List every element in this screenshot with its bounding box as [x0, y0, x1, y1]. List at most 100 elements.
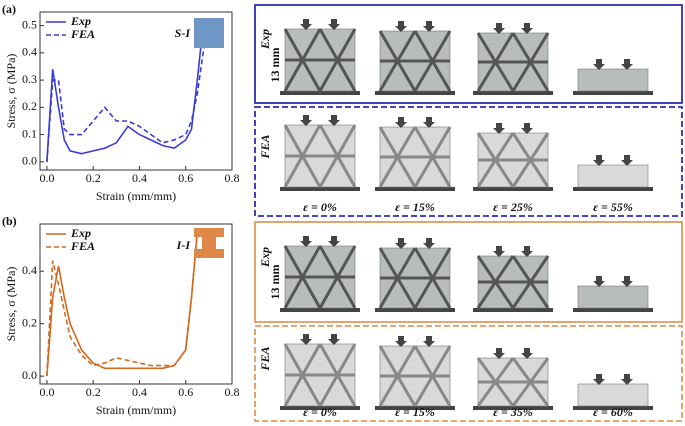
load-arrow	[521, 123, 533, 134]
load-arrow	[423, 21, 435, 32]
row-label: FEA	[258, 134, 272, 159]
strain-label: ε = 25%	[493, 200, 533, 214]
specimen-image	[476, 132, 550, 188]
series-line	[46, 25, 204, 162]
ground	[573, 308, 653, 312]
load-arrow	[300, 334, 312, 345]
scale-label: 13 mm	[268, 265, 282, 300]
specimen-image	[283, 245, 357, 309]
specimen	[577, 164, 649, 188]
lattice	[378, 345, 452, 407]
lattice	[283, 28, 357, 92]
fea-frame	[254, 106, 683, 217]
specimen	[577, 68, 649, 92]
load-arrow	[493, 348, 505, 359]
legend-label: FEA	[70, 239, 95, 253]
specimen-image	[476, 255, 550, 309]
load-arrow	[395, 21, 407, 32]
x-tick-label: 0.0	[39, 171, 54, 185]
load-arrow	[493, 23, 505, 34]
strain-label: ε = 60%	[593, 405, 633, 419]
inset-label: I-I	[176, 238, 192, 252]
load-arrow	[423, 238, 435, 249]
specimen	[577, 285, 649, 309]
specimen-image	[577, 383, 649, 407]
series-line	[46, 231, 199, 377]
lattice	[378, 126, 452, 188]
specimen-image	[577, 285, 649, 309]
x-axis-label: Strain (mm/mm)	[96, 403, 176, 417]
y-tick-label: 0.2	[22, 315, 37, 329]
ground	[375, 308, 455, 312]
specimen-image	[476, 32, 550, 92]
y-tick-label: 0.1	[22, 126, 37, 140]
specimen-image	[283, 124, 357, 188]
panel-label: (b)	[2, 214, 17, 228]
x-axis-label: Strain (mm/mm)	[96, 189, 176, 203]
x-tick-label: 0.8	[225, 385, 240, 399]
specimen-image	[378, 247, 452, 309]
specimen-image	[283, 28, 357, 92]
y-tick-label: 0.4	[22, 45, 37, 59]
lattice	[283, 124, 357, 188]
series-line	[46, 25, 210, 162]
load-arrow	[300, 19, 312, 30]
load-arrow	[521, 348, 533, 359]
y-tick-label: 0.5	[22, 17, 37, 31]
plot-frame	[39, 223, 233, 385]
ground	[280, 187, 360, 191]
y-tick-label: 0.0	[22, 368, 37, 382]
x-tick-label: 0.4	[132, 171, 147, 185]
strain-label: ε = 35%	[493, 405, 533, 419]
strain-label: ε = 0%	[303, 200, 337, 214]
y-tick-label: 0.3	[22, 72, 37, 86]
y-axis-label: Stress, σ (MPa)	[4, 54, 18, 129]
x-tick-label: 0.0	[39, 385, 54, 399]
load-arrow	[593, 276, 605, 287]
ground	[573, 187, 653, 191]
load-arrow	[423, 336, 435, 347]
ground	[280, 308, 360, 312]
load-arrow	[328, 115, 340, 126]
specimen-image	[378, 345, 452, 407]
load-arrow	[521, 23, 533, 34]
specimen-image	[476, 357, 550, 407]
strain-label: ε = 55%	[593, 200, 633, 214]
y-tick-label: 0.4	[22, 263, 37, 277]
ground	[375, 91, 455, 95]
y-tick-label: 0.2	[22, 99, 37, 113]
legend-label: Exp	[70, 14, 91, 28]
row-label: Exp	[258, 29, 272, 50]
load-arrow	[621, 374, 633, 385]
row-label: Exp	[258, 247, 272, 268]
load-arrow	[593, 59, 605, 70]
inset-label: S-I	[175, 26, 192, 40]
load-arrow	[328, 236, 340, 247]
strain-label: ε = 15%	[395, 405, 435, 419]
series-line	[46, 231, 199, 377]
x-tick-label: 0.6	[178, 385, 193, 399]
load-arrow	[395, 117, 407, 128]
ground	[573, 406, 653, 410]
ground	[473, 406, 553, 410]
load-arrow	[300, 236, 312, 247]
strain-label: ε = 15%	[395, 200, 435, 214]
ground	[473, 91, 553, 95]
specimen-image	[378, 126, 452, 188]
specimen-image	[577, 68, 649, 92]
ground	[473, 187, 553, 191]
row-label: FEA	[258, 346, 272, 371]
x-tick-label: 0.8	[225, 171, 240, 185]
lattice	[476, 32, 550, 92]
specimen	[577, 383, 649, 407]
ground	[375, 187, 455, 191]
load-arrow	[621, 276, 633, 287]
load-arrow	[423, 117, 435, 128]
ground	[473, 308, 553, 312]
specimen-image	[283, 343, 357, 407]
load-arrow	[328, 19, 340, 30]
lattice	[283, 343, 357, 407]
exp-frame	[254, 4, 683, 104]
ground	[280, 406, 360, 410]
